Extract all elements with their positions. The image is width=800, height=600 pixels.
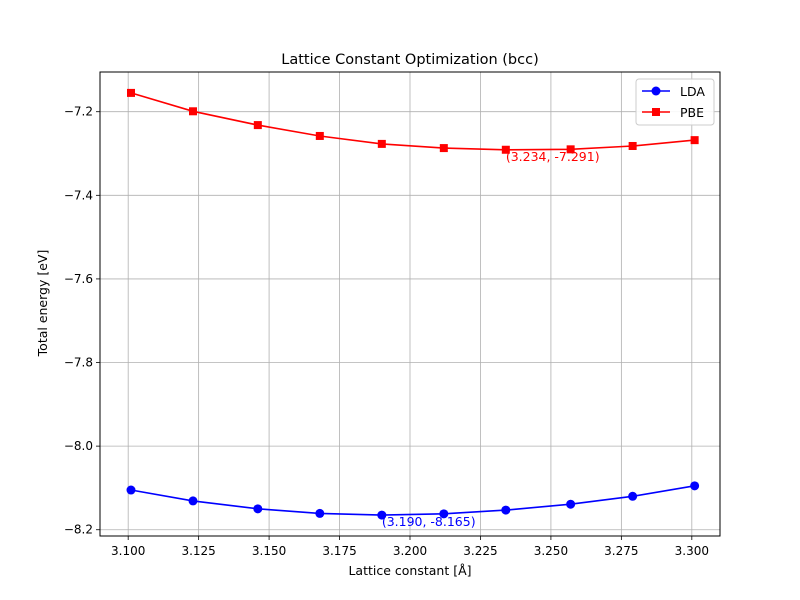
legend-label-pbe: PBE <box>680 105 704 120</box>
data-point-pbe <box>377 139 386 148</box>
x-tick-label: 3.275 <box>604 544 638 558</box>
data-point-lda <box>315 508 325 518</box>
grid <box>100 72 720 536</box>
y-tick-label: −7.6 <box>64 272 93 286</box>
data-point-pbe <box>566 145 575 154</box>
y-tick-label: −8.0 <box>64 439 93 453</box>
data-point-pbe <box>127 88 135 97</box>
x-tick-label: 3.175 <box>322 544 356 558</box>
annotations-layer: (3.190, -8.165) (3.234, -7.291) <box>382 149 600 529</box>
y-axis-label: Total energy [eV] <box>35 250 50 358</box>
data-point-lda <box>439 509 449 519</box>
data-point-pbe <box>439 144 448 153</box>
series-line-pbe <box>130 92 695 151</box>
data-point-lda <box>188 496 198 506</box>
y-tick-label: −7.2 <box>64 105 93 119</box>
data-point-lda <box>566 499 576 509</box>
ticks-layer: 3.100 3.125 3.150 3.175 3.200 3.225 3.250 3.275… <box>64 105 709 558</box>
legend-label-lda: LDA <box>680 84 705 99</box>
series-line-lda <box>130 485 695 516</box>
data-point-lda <box>253 504 263 514</box>
x-tick-label: 3.200 <box>393 544 427 558</box>
x-tick-label: 3.225 <box>463 544 497 558</box>
data-point-lda <box>628 491 638 501</box>
legend-marker-lda <box>651 86 661 96</box>
annotation-label: (3.234, -7.291) <box>506 149 600 164</box>
data-point-lda <box>377 510 387 520</box>
data-point-pbe <box>315 131 324 140</box>
data-point-pbe <box>628 141 637 150</box>
x-tick-label: 3.125 <box>181 544 215 558</box>
x-tick-label: 3.150 <box>252 544 286 558</box>
y-tick-label: −7.4 <box>64 188 93 202</box>
x-tick-label: 3.100 <box>111 544 145 558</box>
chart-title: Lattice Constant Optimization (bcc) <box>281 52 539 68</box>
x-tick-label: 3.300 <box>675 544 709 558</box>
data-point-lda <box>126 485 136 495</box>
x-tick-label: 3.250 <box>534 544 568 558</box>
annotation-label: (3.190, -8.165) <box>382 514 476 529</box>
legend: LDA PBE <box>635 78 715 126</box>
data-point-pbe <box>690 136 699 145</box>
data-point-pbe <box>501 145 510 154</box>
y-tick-label: −7.8 <box>64 356 93 370</box>
data-point-pbe <box>189 107 197 116</box>
y-tick-label: −8.2 <box>64 523 93 537</box>
legend-marker-pbe <box>652 108 660 116</box>
data-point-lda <box>690 481 700 491</box>
x-axis-label: Lattice constant [Å] <box>348 563 471 578</box>
data-point-lda <box>501 505 511 515</box>
data-point-pbe <box>253 121 262 130</box>
series-layer <box>126 88 700 520</box>
